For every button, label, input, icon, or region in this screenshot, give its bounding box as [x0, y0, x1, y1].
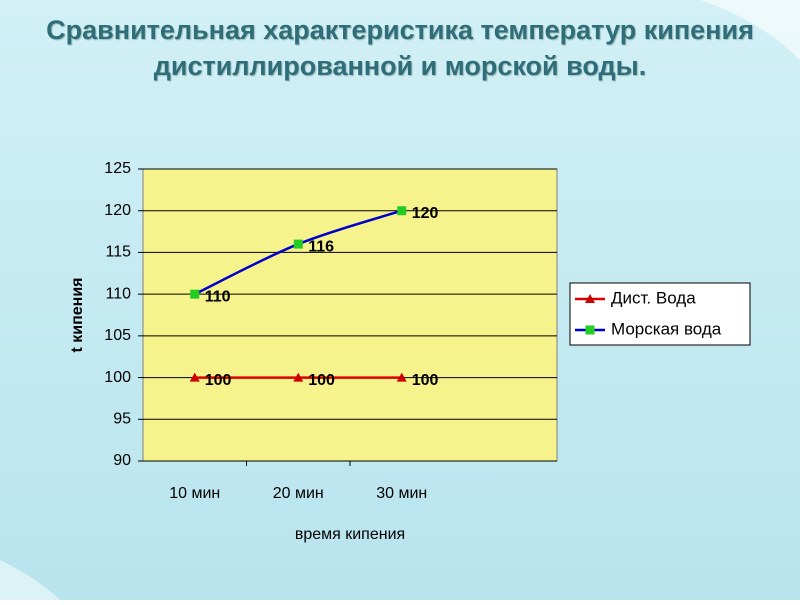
x-tick-label: 10 мин [169, 485, 220, 502]
corner-decor [0, 560, 60, 600]
legend-box [569, 282, 751, 346]
marker [293, 372, 304, 382]
y-tick-label: 90 [113, 452, 131, 469]
marker [396, 372, 407, 382]
y-tick-label: 110 [105, 285, 131, 302]
data-label: 116 [308, 238, 334, 255]
marker [293, 239, 303, 249]
x-axis-label: время кипения [295, 526, 405, 543]
y-tick-label: 95 [113, 411, 131, 428]
marker [189, 372, 200, 382]
y-tick-label: 115 [105, 244, 131, 261]
x-tick-label: 20 мин [273, 485, 324, 502]
chart-title: Сравнительная характеристика температур … [46, 15, 754, 81]
y-tick-label: 105 [104, 327, 131, 344]
data-label: 100 [412, 372, 439, 389]
plot-area [142, 168, 558, 462]
marker [397, 206, 407, 216]
corner-decor [700, 0, 800, 60]
legend-label: Морская вода [611, 319, 722, 338]
marker [585, 294, 595, 303]
data-label: 120 [412, 205, 439, 222]
y-tick-label: 125 [104, 160, 131, 177]
x-tick-label: 30 мин [376, 485, 427, 502]
data-label: 100 [205, 372, 232, 389]
marker [190, 289, 200, 299]
y-tick-label: 100 [104, 369, 131, 386]
y-tick-label: 120 [104, 202, 131, 219]
title-box: Сравнительная характеристика температур … [46, 15, 754, 81]
data-label: 110 [205, 288, 231, 305]
legend-label: Дист. Вода [611, 288, 696, 307]
marker [585, 325, 595, 335]
y-axis-label: t кипения [69, 277, 86, 352]
data-label: 100 [308, 372, 335, 389]
